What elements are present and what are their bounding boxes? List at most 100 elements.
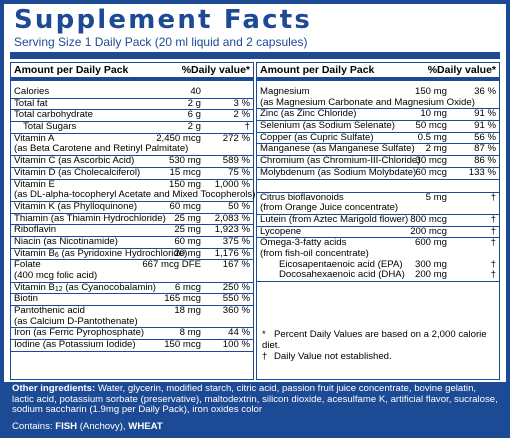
nutrient-amount: 60 mcg: [169, 200, 201, 212]
nutrient-row: Total carbohydrate 6 g 2 %: [11, 109, 253, 123]
nutrient-row: Magnesium 150 mg 36 %: [257, 86, 499, 98]
dv-header: %Daily value*: [181, 64, 250, 76]
nutrient-row: Lutein (from Aztec Marigold flower) 800 m…: [257, 213, 499, 227]
nutrient-amount: 8 mg: [179, 327, 201, 339]
nutrient-amount: 200 mcg: [410, 225, 447, 237]
nutrient-amount: 6 mcg: [174, 281, 201, 293]
nutrient-amount: 20 mg: [174, 247, 201, 259]
nutrient-name: Vitamin B12 (as Cyanocobalamin): [14, 281, 157, 293]
nutrient-name: Citrus bioflavonoids: [260, 191, 344, 203]
contains-label: Contains:: [12, 421, 53, 432]
nutrient-dv: 133 %: [468, 166, 496, 178]
nutrient-amount: 30 mcg: [415, 155, 447, 167]
nutrient-row: Iodine (as Potassium Iodide) 150 mcg 100 %: [11, 339, 253, 352]
nutrient-row: Copper (as Cupric Sulfate) 0.5 mg 56 %: [257, 131, 499, 145]
nutrient-name: Vitamin C (as Ascorbic Acid): [14, 155, 135, 167]
nutrient-name: Total carbohydrate: [14, 109, 93, 121]
nutrient-name: Eicosapentaenoic acid (EPA): [279, 258, 403, 270]
nutrient-name: Biotin: [14, 293, 38, 305]
nutrient-name: (as DL-alpha-tocopheryl Acetate and Mixe…: [14, 189, 256, 201]
row-spacer: [257, 180, 499, 193]
nutrient-row: Biotin 165 mcg 550 %: [11, 293, 253, 307]
nutrient-row: Vitamin K (as Phylloquinone) 60 mcg 50 %: [11, 200, 253, 214]
nutrient-name: Molybdenum (as Sodium Molybdate): [260, 166, 417, 178]
nutrient-name: Manganese (as Manganese Sulfate): [260, 143, 415, 155]
nutrient-dv: 360 %: [222, 305, 250, 317]
nutrient-name: Vitamin B6 (as Pyridoxine Hydrochloride): [14, 247, 188, 259]
nutrient-row: (as DL-alpha-tocopheryl Acetate and Mixe…: [11, 189, 256, 202]
nutrient-amount: 6 g: [187, 109, 201, 121]
nutrient-name: Riboflavin: [14, 224, 57, 236]
nutrient-row: Folate 667 mcg DFE 167 %: [11, 260, 253, 271]
amount-header: Amount per Daily Pack: [260, 64, 375, 76]
footnote-star: * Percent Daily Values are based on a 2,0…: [262, 329, 487, 351]
nutrient-dv: †: [490, 269, 496, 281]
nutrient-row: Lycopene 200 mcg †: [257, 225, 499, 239]
serving-size: Serving Size 1 Daily Pack (20 ml liquid …: [14, 35, 308, 49]
nutrient-name: Vitamin A: [14, 132, 55, 144]
nutrient-row: Niacin (as Nicotinamide) 60 mg 375 %: [11, 235, 253, 249]
nutrient-dv: 1,000 %: [214, 178, 250, 190]
nutrient-row: Thiamin (as Thiamin Hydrochloride) 25 mg 2…: [11, 212, 253, 226]
nutrient-dv: 86 %: [474, 155, 496, 167]
nutrient-amount: 165 mcg: [164, 293, 201, 305]
nutrient-amount: 300 mg: [415, 258, 447, 270]
nutrient-dv: 250 %: [222, 281, 250, 293]
nutrient-name: Thiamin (as Thiamin Hydrochloride): [14, 212, 166, 224]
nutrient-name: Selenium (as Sodium Selenate): [260, 120, 395, 132]
nutrient-dv: 44 %: [228, 327, 250, 339]
nutrient-amount: 2 g: [187, 121, 201, 133]
nutrient-row: Selenium (as Sodium Selenate) 50 mcg 91 %: [257, 120, 499, 133]
nutrient-amount: 60 mcg: [415, 166, 447, 178]
nutrient-amount: 800 mcg: [410, 213, 447, 225]
nutrient-dv: 36 %: [474, 86, 496, 97]
nutrient-row: Chromium (as Chromium-III-Chloride) 30 mc…: [257, 155, 499, 168]
nutrient-dv: 91 %: [474, 108, 496, 120]
nutrient-amount: 25 mg: [174, 212, 201, 224]
nutrient-amount: 40: [190, 86, 201, 97]
nutrient-amount: 150 mcg: [164, 339, 201, 351]
nutrient-amount: 2,450 mcg: [156, 132, 201, 144]
nutrient-amount: 2 mg: [425, 143, 447, 155]
nutrient-amount: 150 mg: [415, 86, 447, 97]
nutrient-dv: †: [490, 237, 496, 249]
nutrient-row: Molybdenum (as Sodium Molybdate) 60 mcg 13…: [257, 166, 499, 180]
allergen-wheat: WHEAT: [128, 421, 163, 432]
nutrient-dv: 56 %: [474, 131, 496, 143]
nutrient-dv: 167 %: [222, 259, 250, 271]
nutrient-dv: 2,083 %: [214, 212, 250, 224]
other-ingredients-label: Other ingredients:: [12, 383, 96, 394]
nutrient-amount: 15 mcg: [169, 166, 201, 178]
nutrient-row: Total Sugars 2 g †: [11, 121, 253, 134]
nutrient-amount: 50 mcg: [415, 120, 447, 132]
nutrient-row: Omega-3-fatty acids 600 mg †: [257, 238, 499, 249]
nutrient-name: (from fish-oil concentrate): [260, 247, 369, 259]
dv-header: %Daily value*: [427, 64, 496, 76]
nutrient-dv: †: [244, 121, 250, 133]
nutrient-row: (400 mcg folic acid): [11, 270, 253, 283]
nutrient-dv: 375 %: [222, 235, 250, 247]
nutrient-dv: 589 %: [222, 155, 250, 167]
right-rows: Magnesium 150 mg 36 % (as Magnesium Carbona…: [257, 86, 499, 282]
nutrient-name: Iron (as Ferric Pyrophosphate): [14, 327, 145, 339]
left-column-header: Amount per Daily Pack %Daily value*: [11, 63, 253, 77]
nutrient-row: Vitamin B12 (as Cyanocobalamin) 6 mcg 250 …: [11, 281, 253, 295]
nutrient-dv: †: [490, 191, 496, 203]
allergen-fish: FISH: [55, 421, 78, 432]
nutrient-name: Docosahexaenoic acid (DHA): [279, 269, 405, 281]
nutrient-row: Total fat 2 g 3 %: [11, 98, 253, 111]
nutrient-dv: 91 %: [474, 120, 496, 132]
nutrient-amount: 18 mg: [174, 305, 201, 317]
nutrient-name: (400 mcg folic acid): [14, 270, 98, 281]
nutrient-amount: 530 mg: [169, 155, 201, 167]
nutrient-amount: 0.5 mg: [417, 131, 447, 143]
nutrient-dv: 1,923 %: [214, 224, 250, 236]
nutrient-row: Zinc (as Zinc Chloride) 10 mg 91 %: [257, 108, 499, 122]
nutrient-amount: 600 mg: [415, 237, 447, 249]
header-divider: [11, 77, 253, 81]
nutrient-row: Vitamin C (as Ascorbic Acid) 530 mg 589 %: [11, 155, 253, 168]
nutrient-dv: 100 %: [222, 339, 250, 351]
nutrient-dv: 87 %: [474, 143, 496, 155]
nutrient-name: Magnesium: [260, 86, 310, 97]
